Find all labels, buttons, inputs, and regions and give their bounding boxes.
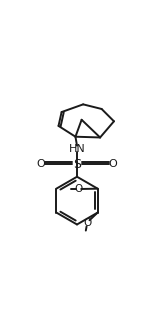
- Text: O: O: [109, 159, 118, 170]
- Text: O: O: [83, 218, 92, 228]
- Text: S: S: [73, 158, 81, 171]
- Text: O: O: [36, 159, 45, 170]
- Text: O: O: [75, 185, 83, 194]
- Text: HN: HN: [69, 144, 85, 154]
